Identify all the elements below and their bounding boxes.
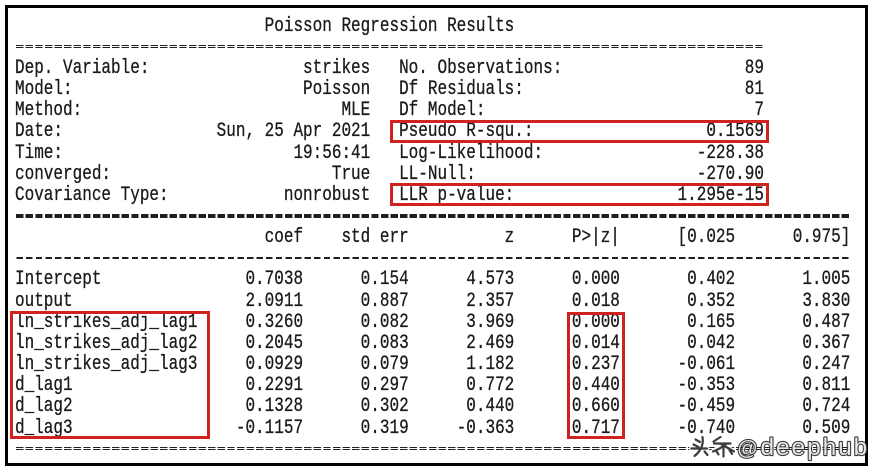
svg-text:deephub: deephub [761, 434, 870, 461]
svg-text:@: @ [737, 437, 758, 460]
